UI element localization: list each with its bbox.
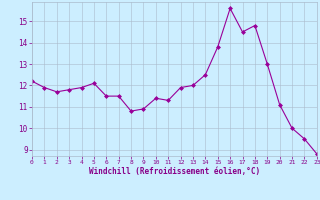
X-axis label: Windchill (Refroidissement éolien,°C): Windchill (Refroidissement éolien,°C) (89, 167, 260, 176)
